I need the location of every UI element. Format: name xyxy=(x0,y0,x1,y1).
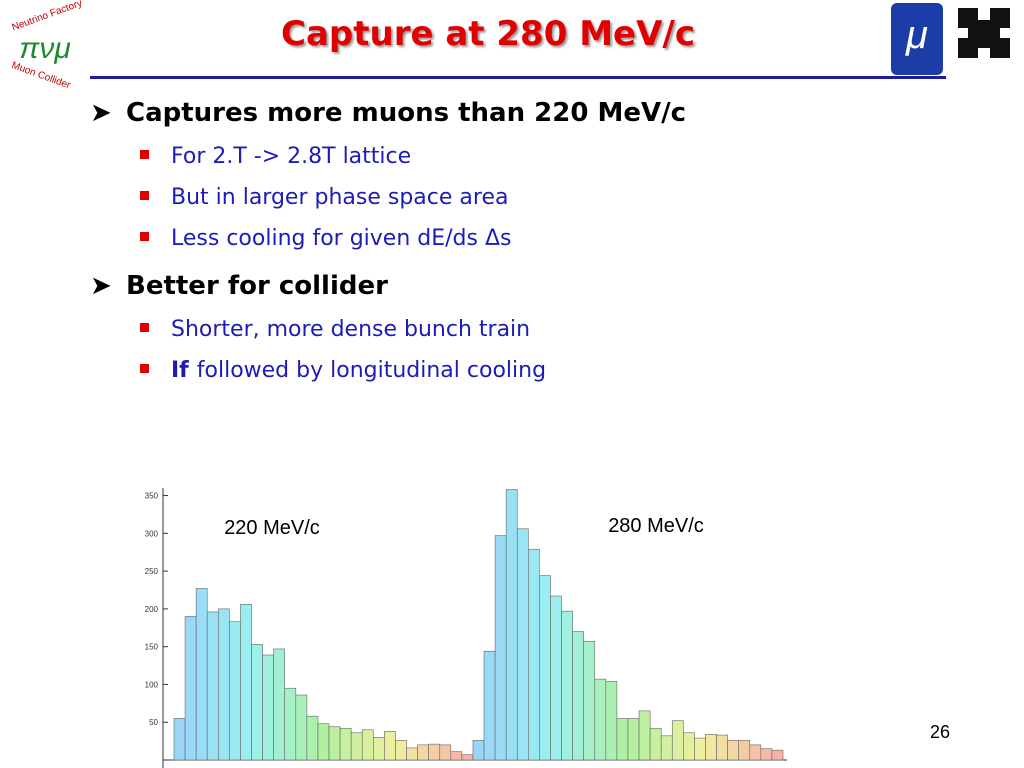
bar xyxy=(406,747,418,761)
bar xyxy=(738,740,751,761)
bar xyxy=(251,644,263,761)
page-number: 26 xyxy=(930,722,951,742)
bar xyxy=(572,631,584,761)
bar xyxy=(605,681,618,761)
bar xyxy=(539,575,551,761)
sub-bullet: If followed by longitudinal cooling xyxy=(140,358,546,383)
y-tick-label: 150 xyxy=(145,643,159,652)
series-label: 220 MeV/c xyxy=(224,517,320,539)
bar xyxy=(660,735,673,761)
sub-bullet-marker xyxy=(140,150,149,159)
bar xyxy=(749,744,762,761)
bar xyxy=(727,740,740,761)
sub-bullet-marker xyxy=(140,364,149,373)
sub-bullet-marker xyxy=(140,191,149,200)
logo-text: μ xyxy=(905,13,928,57)
bar xyxy=(450,751,463,761)
sub-bullet: Shorter, more dense bunch train xyxy=(140,317,530,342)
bar xyxy=(317,723,330,761)
bar xyxy=(616,718,629,761)
bullet: ➤ Better for collider xyxy=(90,271,388,301)
bar xyxy=(295,694,308,761)
bar xyxy=(195,588,208,761)
bar xyxy=(184,616,197,761)
logo-right: μ xyxy=(891,3,1010,75)
bar xyxy=(671,720,684,761)
sub-bullet-text: Shorter, more dense bunch train xyxy=(171,317,531,342)
bar xyxy=(694,737,706,761)
bar xyxy=(472,740,485,761)
bar xyxy=(262,654,274,761)
sub-bullet-marker xyxy=(140,323,149,332)
series-label: 280 MeV/c xyxy=(608,515,704,537)
bar xyxy=(627,718,640,761)
logo-text: πνμ xyxy=(19,32,71,65)
bullet-marker: ➤ xyxy=(90,98,112,128)
bar xyxy=(273,648,286,761)
fermilab-logo xyxy=(958,8,1010,58)
bar xyxy=(339,727,352,761)
bar xyxy=(583,641,596,761)
logo-box xyxy=(891,3,943,75)
bar xyxy=(528,548,540,761)
bullet-text: Better for collider xyxy=(126,271,388,301)
y-tick-label: 200 xyxy=(145,605,159,614)
bar xyxy=(229,621,241,761)
bar xyxy=(384,730,396,761)
bar xyxy=(328,726,341,761)
bar xyxy=(649,727,662,761)
bar xyxy=(516,528,529,761)
bar xyxy=(428,743,441,761)
sub-bullet: Less cooling for given dE/ds Δs xyxy=(140,226,511,251)
y-tick-label: 100 xyxy=(145,680,159,689)
sub-bullet: For 2.T -> 2.8T lattice xyxy=(140,144,411,169)
bar xyxy=(483,650,496,761)
bar xyxy=(705,734,717,761)
bullet-text: Captures more muons than 220 MeV/c xyxy=(126,98,687,128)
bar xyxy=(306,715,319,761)
bar xyxy=(461,754,474,761)
bar xyxy=(373,737,385,761)
sub-bullet-text: But in larger phase space area xyxy=(171,185,509,210)
bar xyxy=(240,604,252,761)
title-rule xyxy=(90,76,946,79)
bar xyxy=(417,744,429,761)
y-tick-label: 250 xyxy=(145,567,159,576)
bullet-marker: ➤ xyxy=(90,271,112,301)
bar xyxy=(217,608,230,761)
bar xyxy=(594,678,607,761)
sub-bullet-text: For 2.T -> 2.8T lattice xyxy=(171,144,412,169)
y-tick-label: 350 xyxy=(145,492,159,501)
bar xyxy=(439,744,452,761)
bar xyxy=(361,729,374,761)
bar xyxy=(561,610,573,761)
bold-text: If xyxy=(171,358,189,383)
bar xyxy=(683,732,695,761)
bar xyxy=(284,687,297,761)
bar xyxy=(716,734,728,761)
bar xyxy=(638,710,651,761)
bullet: ➤ Captures more muons than 220 MeV/c xyxy=(90,98,686,128)
bar xyxy=(395,740,407,761)
y-tick-label: 300 xyxy=(145,529,159,538)
bar xyxy=(206,611,219,761)
y-tick-label: 50 xyxy=(149,718,158,727)
bar xyxy=(505,489,518,761)
bar xyxy=(173,718,186,761)
slide-title: Capture at 280 MeV/c xyxy=(281,14,695,54)
sub-bullet: But in larger phase space area xyxy=(140,185,508,210)
sub-bullet-marker xyxy=(140,232,149,241)
sub-bullet-text: Less cooling for given dE/ds Δs xyxy=(171,226,512,251)
bar xyxy=(760,748,773,761)
sub-bullet-text: followed by longitudinal cooling xyxy=(196,358,547,383)
bar xyxy=(494,535,507,761)
bar xyxy=(550,595,562,761)
bar xyxy=(350,732,363,761)
bar xyxy=(771,749,784,761)
